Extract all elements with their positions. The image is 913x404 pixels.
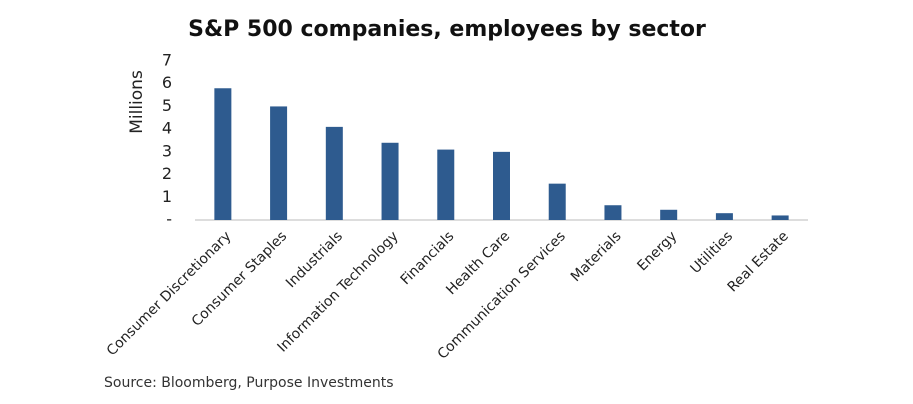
- bar: [660, 209, 678, 220]
- y-tick-label: 3: [162, 141, 172, 160]
- source-note: Source: Bloomberg, Purpose Investments: [104, 375, 394, 391]
- x-tick-label: Utilities: [687, 228, 736, 277]
- bar: [381, 142, 399, 220]
- y-tick-label: 5: [162, 96, 172, 115]
- y-tick-label: 4: [162, 119, 172, 138]
- bar: [437, 149, 455, 220]
- bar: [715, 213, 733, 220]
- bar: [214, 88, 232, 220]
- x-tick-label: Financials: [398, 228, 458, 288]
- y-tick-label: 7: [162, 51, 172, 70]
- x-tick-label: Consumer Staples: [189, 228, 290, 329]
- bar: [604, 205, 622, 220]
- y-tick-label: 2: [162, 164, 172, 183]
- bar: [771, 215, 789, 220]
- bar: [548, 183, 566, 220]
- bar: [493, 151, 510, 220]
- y-tick-label: -: [166, 210, 172, 229]
- x-tick-label: Materials: [568, 228, 625, 285]
- y-tick-label: 6: [162, 73, 172, 92]
- bar: [270, 106, 288, 220]
- chart-title: S&P 500 companies, employees by sector: [188, 17, 706, 42]
- bar: [325, 126, 343, 220]
- y-axis-label: Millions: [127, 70, 147, 134]
- y-tick-label: 1: [162, 187, 172, 206]
- x-tick-label: Energy: [634, 228, 680, 274]
